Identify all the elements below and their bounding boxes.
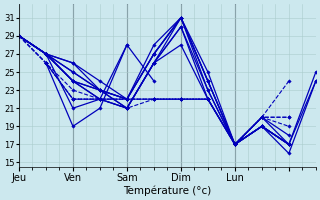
- X-axis label: Température (°c): Température (°c): [123, 185, 212, 196]
